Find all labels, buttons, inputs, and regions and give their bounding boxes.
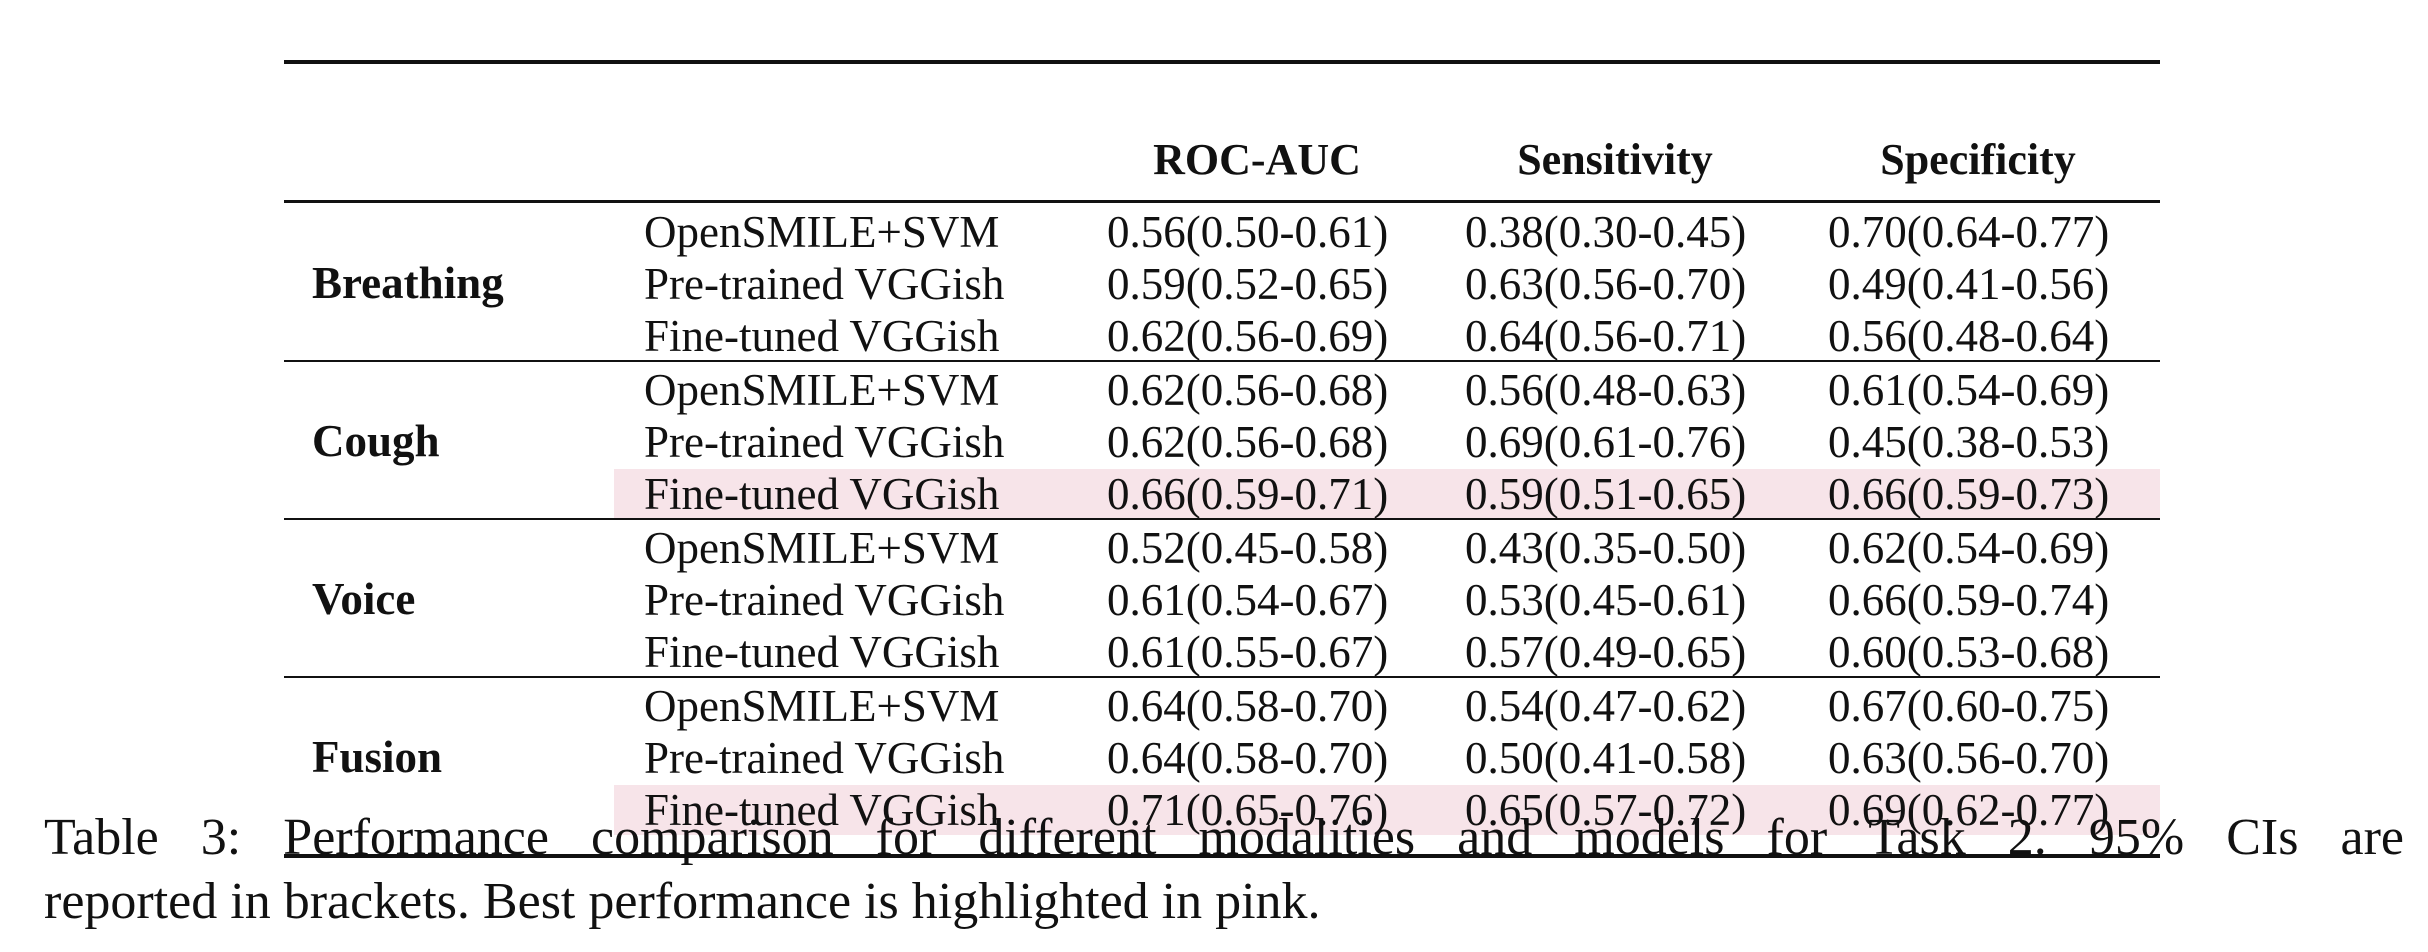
sensitivity-cell: 0.38(0.30-0.45) bbox=[1465, 207, 1747, 257]
model-cell: Pre-trained VGGish bbox=[644, 575, 1005, 625]
group-label-fusion: Fusion bbox=[312, 732, 443, 782]
roc-auc-cell: 0.61(0.55-0.67) bbox=[1107, 627, 1389, 677]
sensitivity-cell: 0.43(0.35-0.50) bbox=[1465, 523, 1747, 573]
roc-auc-cell: 0.56(0.50-0.61) bbox=[1107, 207, 1389, 257]
roc-auc-cell: 0.62(0.56-0.68) bbox=[1107, 417, 1389, 467]
header-specificity: Specificity bbox=[1880, 135, 2076, 184]
caption-line-2: reported in brackets. Best performance i… bbox=[44, 873, 1321, 930]
table-row: OpenSMILE+SVM 0.62(0.56-0.68) 0.56(0.48-0.… bbox=[284, 364, 2160, 416]
model-cell: Pre-trained VGGish bbox=[644, 733, 1005, 783]
model-cell: Fine-tuned VGGish bbox=[644, 627, 1000, 677]
specificity-cell: 0.67(0.60-0.75) bbox=[1828, 681, 2110, 731]
model-cell: OpenSMILE+SVM bbox=[644, 207, 1000, 257]
specificity-cell: 0.61(0.54-0.69) bbox=[1828, 365, 2110, 415]
model-cell: Fine-tuned VGGish bbox=[644, 469, 1000, 519]
best-highlight bbox=[614, 785, 2160, 835]
table-top-rule bbox=[284, 60, 2160, 64]
specificity-cell: 0.69(0.62-0.77) bbox=[1828, 785, 2110, 835]
group-label-cough: Cough bbox=[312, 416, 440, 466]
roc-auc-cell: 0.59(0.52-0.65) bbox=[1107, 259, 1389, 309]
table-bottom-rule bbox=[284, 854, 2160, 858]
roc-auc-cell: 0.64(0.58-0.70) bbox=[1107, 733, 1389, 783]
table-row: OpenSMILE+SVM 0.64(0.58-0.70) 0.54(0.47-0.… bbox=[284, 680, 2160, 732]
model-cell: Pre-trained VGGish bbox=[644, 259, 1005, 309]
table-row: Pre-trained VGGish 0.64(0.58-0.70) 0.50(0.… bbox=[284, 732, 2160, 784]
caption-line-1: Table 3: Performance comparison for diff… bbox=[44, 809, 2404, 866]
specificity-cell: 0.70(0.64-0.77) bbox=[1828, 207, 2110, 257]
roc-auc-cell: 0.61(0.54-0.67) bbox=[1107, 575, 1389, 625]
roc-auc-cell: 0.52(0.45-0.58) bbox=[1107, 523, 1389, 573]
group-separator bbox=[284, 518, 2160, 520]
model-cell: Fine-tuned VGGish bbox=[644, 311, 1000, 361]
sensitivity-cell: 0.53(0.45-0.61) bbox=[1465, 575, 1747, 625]
roc-auc-cell: 0.66(0.59-0.71) bbox=[1107, 469, 1389, 519]
model-cell: Pre-trained VGGish bbox=[644, 417, 1005, 467]
table-header-rule bbox=[284, 200, 2160, 203]
sensitivity-cell: 0.50(0.41-0.58) bbox=[1465, 733, 1747, 783]
specificity-cell: 0.66(0.59-0.74) bbox=[1828, 575, 2110, 625]
group-label-voice: Voice bbox=[312, 574, 416, 624]
sensitivity-cell: 0.69(0.61-0.76) bbox=[1465, 417, 1747, 467]
specificity-cell: 0.49(0.41-0.56) bbox=[1828, 259, 2110, 309]
model-cell: Fine-tuned VGGish bbox=[644, 785, 1000, 835]
sensitivity-cell: 0.64(0.56-0.71) bbox=[1465, 311, 1747, 361]
sensitivity-cell: 0.54(0.47-0.62) bbox=[1465, 681, 1747, 731]
specificity-cell: 0.45(0.38-0.53) bbox=[1828, 417, 2110, 467]
model-cell: OpenSMILE+SVM bbox=[644, 681, 1000, 731]
sensitivity-cell: 0.59(0.51-0.65) bbox=[1465, 469, 1747, 519]
table-row: Pre-trained VGGish 0.62(0.56-0.68) 0.69(0.… bbox=[284, 416, 2160, 468]
table-row: Fine-tuned VGGish 0.71(0.65-0.76) 0.65(0.5… bbox=[284, 784, 2160, 836]
table-row: Fine-tuned VGGish 0.62(0.56-0.69) 0.64(0.5… bbox=[284, 310, 2160, 362]
specificity-cell: 0.66(0.59-0.73) bbox=[1828, 469, 2110, 519]
table-row: Fine-tuned VGGish 0.61(0.55-0.67) 0.57(0.4… bbox=[284, 626, 2160, 678]
best-highlight bbox=[614, 469, 2160, 519]
group-separator bbox=[284, 360, 2160, 362]
table-caption: Table 3: Performance comparison for diff… bbox=[44, 806, 2404, 934]
specificity-cell: 0.56(0.48-0.64) bbox=[1828, 311, 2110, 361]
specificity-cell: 0.60(0.53-0.68) bbox=[1828, 627, 2110, 677]
table-row: Pre-trained VGGish 0.59(0.52-0.65) 0.63(0.… bbox=[284, 258, 2160, 310]
table-row: Fine-tuned VGGish 0.66(0.59-0.71) 0.59(0.5… bbox=[284, 468, 2160, 520]
sensitivity-cell: 0.65(0.57-0.72) bbox=[1465, 785, 1747, 835]
specificity-cell: 0.62(0.54-0.69) bbox=[1828, 523, 2110, 573]
group-label-breathing: Breathing bbox=[312, 258, 504, 308]
sensitivity-cell: 0.56(0.48-0.63) bbox=[1465, 365, 1747, 415]
table-row: OpenSMILE+SVM 0.56(0.50-0.61) 0.38(0.30-0.… bbox=[284, 206, 2160, 258]
specificity-cell: 0.63(0.56-0.70) bbox=[1828, 733, 2110, 783]
sensitivity-cell: 0.57(0.49-0.65) bbox=[1465, 627, 1747, 677]
roc-auc-cell: 0.62(0.56-0.68) bbox=[1107, 365, 1389, 415]
table-row: Pre-trained VGGish 0.61(0.54-0.67) 0.53(0.… bbox=[284, 574, 2160, 626]
header-roc-auc: ROC-AUC bbox=[1153, 135, 1361, 184]
table-row: OpenSMILE+SVM 0.52(0.45-0.58) 0.43(0.35-0.… bbox=[284, 522, 2160, 574]
header-sensitivity: Sensitivity bbox=[1517, 135, 1713, 184]
roc-auc-cell: 0.62(0.56-0.69) bbox=[1107, 311, 1389, 361]
model-cell: OpenSMILE+SVM bbox=[644, 365, 1000, 415]
model-cell: OpenSMILE+SVM bbox=[644, 523, 1000, 573]
roc-auc-cell: 0.71(0.65-0.76) bbox=[1107, 785, 1389, 835]
sensitivity-cell: 0.63(0.56-0.70) bbox=[1465, 259, 1747, 309]
roc-auc-cell: 0.64(0.58-0.70) bbox=[1107, 681, 1389, 731]
group-separator bbox=[284, 676, 2160, 678]
